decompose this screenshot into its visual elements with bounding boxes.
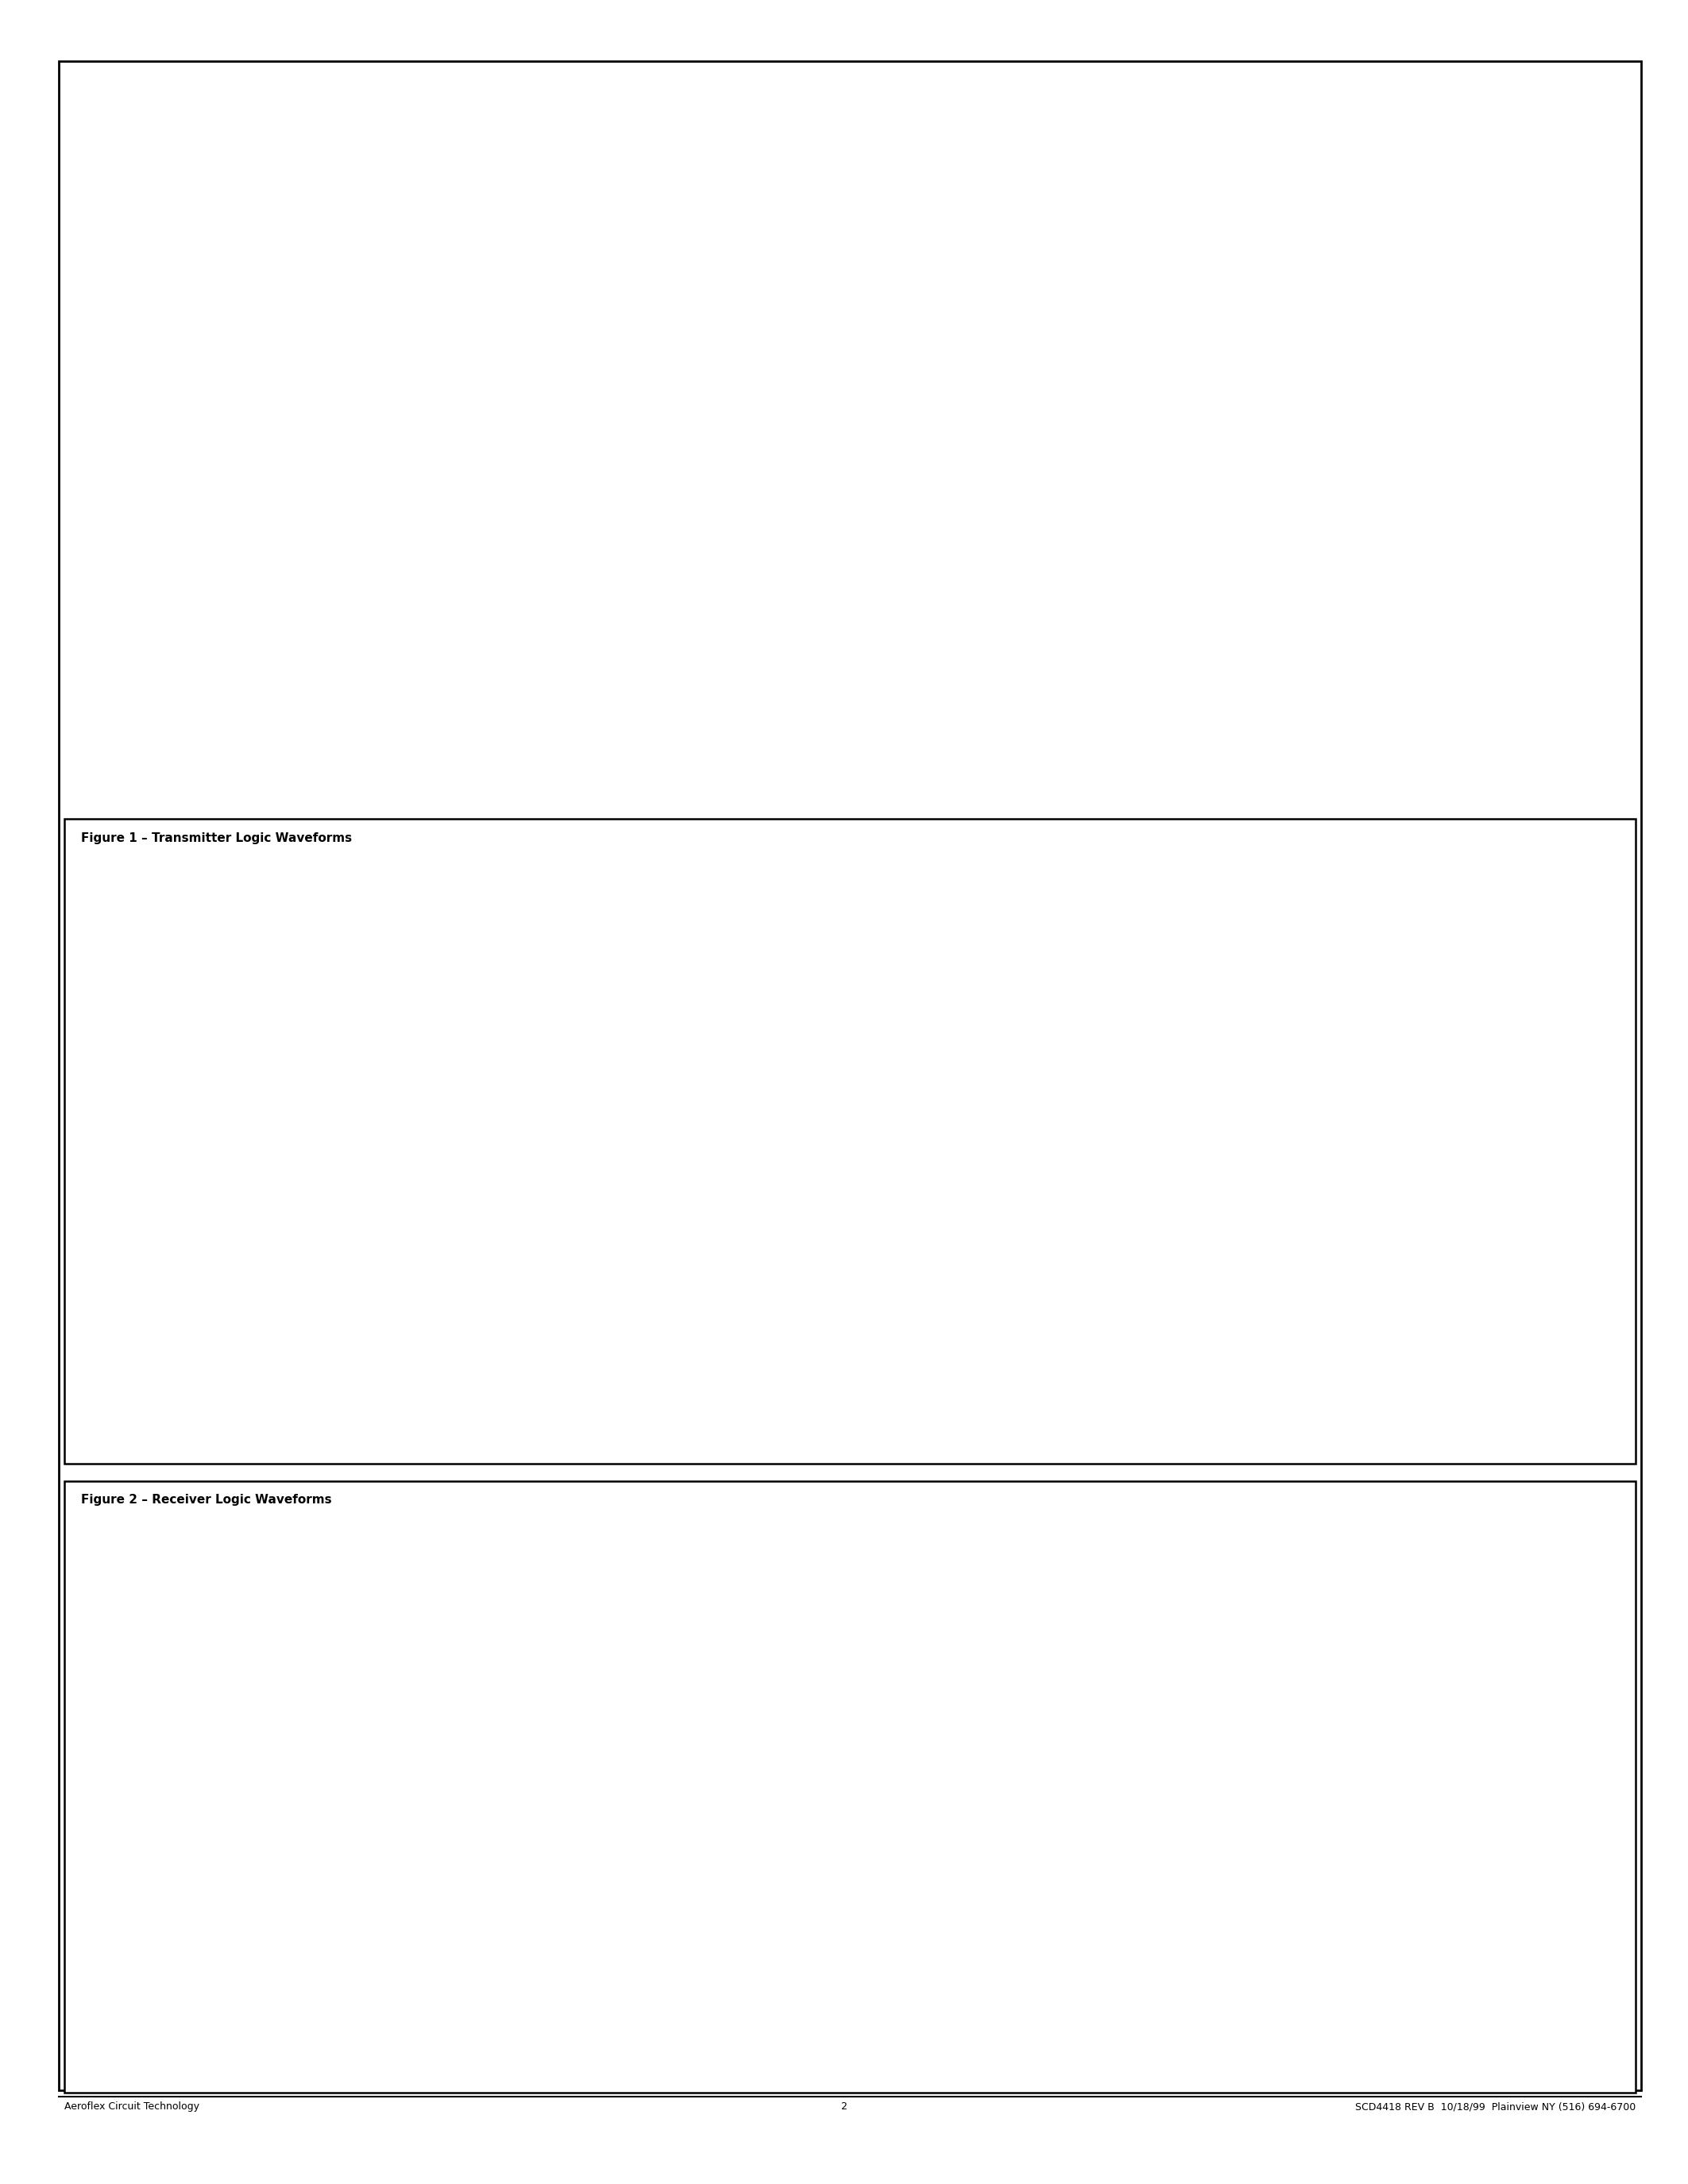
Text: Aeroflex Circuit Technology: Aeroflex Circuit Technology [64, 2101, 199, 2112]
Text: DATA OUT: DATA OUT [157, 1898, 208, 1907]
Text: The Transmitter section accepts
bi-phase TTL data at the input and
when coupled : The Transmitter section accepts bi-phase… [66, 131, 270, 424]
Text: DATA IN: DATA IN [169, 972, 208, 981]
Text: beyond a pre-determined threshold.
(See Receiver Logic Waveforms,
Figure 2.)
   : beyond a pre-determined threshold. (See … [1121, 83, 1327, 360]
Text: OUTPUT: OUTPUT [167, 1302, 208, 1313]
Text: Transmitter: Transmitter [66, 83, 145, 96]
Text: NOTE: Waveforms shown are for normally low devices. For normally high receiver o: NOTE: Waveforms shown are for normally l… [78, 2003, 520, 2027]
Text: INPUT: INPUT [177, 1666, 208, 1677]
Text: Note overlap: Note overlap [1283, 1828, 1398, 1839]
Text: Figure 2 – Receiver Logic Waveforms: Figure 2 – Receiver Logic Waveforms [81, 1494, 333, 1505]
Text: The Receiver section accepts
bi-phase differential data at the input
and produce: The Receiver section accepts bi-phase di… [592, 515, 800, 605]
Text: LINE TO LINE: LINE TO LINE [143, 1629, 208, 1640]
Text: 2: 2 [841, 2101, 847, 2112]
Text: DATA IN: DATA IN [169, 1070, 208, 1079]
Text: DATA OUT: DATA OUT [157, 1769, 208, 1780]
Text: NOTES:
1. Line to line waveforms illustrate Macair signals, MIL-STD-1553 signals: NOTES: 1. Line to line waveforms illustr… [78, 1352, 650, 1404]
Text: Receiver: Receiver [592, 470, 652, 483]
Text: LINE TO LINE: LINE TO LINE [143, 1271, 208, 1282]
Text: The transmitter utilizes an active
filter to suppress harmonics above
1MHz to me: The transmitter utilizes an active filte… [592, 251, 790, 371]
Text: INHIBIT: INHIBIT [170, 1177, 208, 1188]
Text: Figure 1 – Transmitter Logic Waveforms: Figure 1 – Transmitter Logic Waveforms [81, 832, 353, 843]
Text: priority over the condition of the data
inputs and disables the transmitter.
(Se: priority over the condition of the data … [592, 83, 802, 142]
Text: SCD4418 REV B  10/18/99  Plainview NY (516) 694-6700: SCD4418 REV B 10/18/99 Plainview NY (516… [1355, 2101, 1636, 2112]
